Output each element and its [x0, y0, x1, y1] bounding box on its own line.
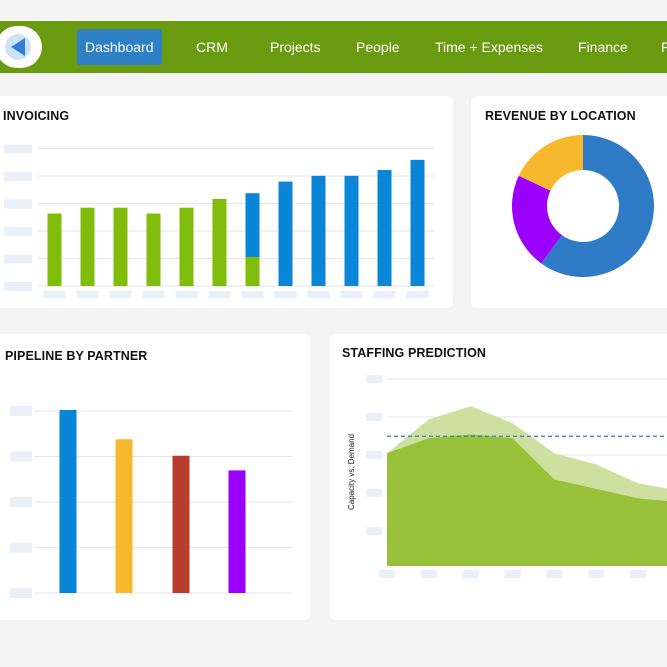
invoicing-x-tick	[142, 291, 165, 298]
staffing-y-tick	[366, 451, 382, 459]
pipeline-y-tick	[10, 406, 32, 416]
pipeline-y-tick	[10, 451, 32, 462]
revenue-title: REVENUE BY LOCATION	[485, 109, 636, 123]
nav-crm[interactable]: CRM	[196, 39, 228, 55]
staffing-chart: Capacity vs. Demand	[347, 375, 667, 578]
revenue-slice	[512, 175, 562, 264]
staffing-y-tick	[366, 375, 382, 383]
invoicing-title: INVOICING	[3, 109, 70, 123]
staffing-y-tick	[366, 413, 382, 421]
invoicing-x-tick	[241, 291, 264, 298]
invoicing-x-tick	[340, 291, 363, 298]
pipeline-bar	[115, 439, 133, 593]
pipeline-chart	[10, 406, 292, 598]
nav-finance[interactable]: Finance	[578, 39, 628, 55]
invoicing-x-tick	[373, 291, 396, 298]
pipeline-y-tick	[10, 588, 32, 598]
staffing-x-tick	[504, 570, 521, 578]
invoicing-x-tick	[76, 291, 99, 298]
invoicing-x-tick	[109, 291, 132, 298]
invoicing-y-tick	[4, 227, 32, 236]
invoicing-bar	[47, 213, 62, 286]
invoicing-chart	[4, 144, 434, 298]
invoicing-y-tick	[4, 282, 32, 291]
invoicing-x-tick	[274, 291, 297, 298]
invoicing-bar	[311, 175, 326, 286]
pipeline-bar	[172, 455, 190, 593]
invoicing-y-tick	[4, 172, 32, 181]
invoicing-y-tick	[4, 199, 32, 209]
invoicing-bar	[146, 213, 161, 286]
invoicing-bar	[377, 170, 392, 286]
pipeline-y-tick	[10, 542, 32, 553]
invoicing-bar	[278, 181, 293, 286]
invoicing-bar	[113, 207, 128, 286]
pipeline-bar	[228, 470, 246, 593]
staffing-y-tick	[366, 489, 382, 497]
invoicing-bar	[245, 257, 260, 286]
staffing-title: STAFFING PREDICTION	[342, 346, 487, 360]
nav-projects[interactable]: Projects	[270, 39, 321, 55]
invoicing-x-tick	[208, 291, 231, 298]
invoicing-x-tick	[43, 291, 66, 298]
pipeline-card: PIPELINE BY PARTNER	[0, 334, 310, 620]
invoicing-bar	[344, 175, 359, 286]
invoicing-x-tick	[406, 291, 429, 298]
revenue-card: REVENUE BY LOCATION	[471, 96, 667, 308]
invoicing-bar	[179, 207, 194, 286]
invoicing-card: INVOICING	[0, 96, 453, 308]
staffing-y-axis-label: Capacity vs. Demand	[347, 434, 356, 510]
staffing-x-tick	[379, 570, 395, 578]
revenue-chart	[512, 135, 654, 277]
pipeline-bar	[59, 410, 77, 593]
top-navbar: Dashboard CRM Projects People Time + Exp…	[0, 21, 667, 73]
revenue-slice	[541, 135, 654, 277]
nav-time-expenses[interactable]: Time + Expenses	[435, 39, 544, 55]
nav-dashboard[interactable]: Dashboard	[77, 29, 162, 65]
staffing-card: STAFFING PREDICTION Capacity vs. Demand	[330, 334, 667, 620]
staffing-y-tick	[366, 527, 382, 535]
nav-people[interactable]: People	[356, 39, 400, 55]
staffing-x-tick	[630, 570, 647, 578]
staffing-x-tick	[588, 570, 605, 578]
staffing-area	[387, 434, 667, 566]
staffing-x-tick	[546, 570, 563, 578]
invoicing-x-tick	[307, 291, 330, 298]
pipeline-title: PIPELINE BY PARTNER	[5, 349, 148, 363]
staffing-x-tick	[462, 570, 479, 578]
staffing-x-tick	[420, 570, 437, 578]
invoicing-bar	[410, 159, 425, 286]
invoicing-y-tick	[4, 254, 32, 264]
nav-more[interactable]: F	[661, 39, 667, 55]
invoicing-bar	[245, 193, 260, 257]
pipeline-y-tick	[10, 497, 32, 507]
logo-arrow-icon	[11, 38, 25, 56]
revenue-slice	[518, 135, 583, 191]
invoicing-bar	[212, 199, 227, 286]
app-logo[interactable]	[0, 26, 42, 68]
invoicing-x-tick	[175, 291, 198, 298]
invoicing-bar	[80, 207, 95, 286]
invoicing-y-tick	[4, 144, 32, 154]
